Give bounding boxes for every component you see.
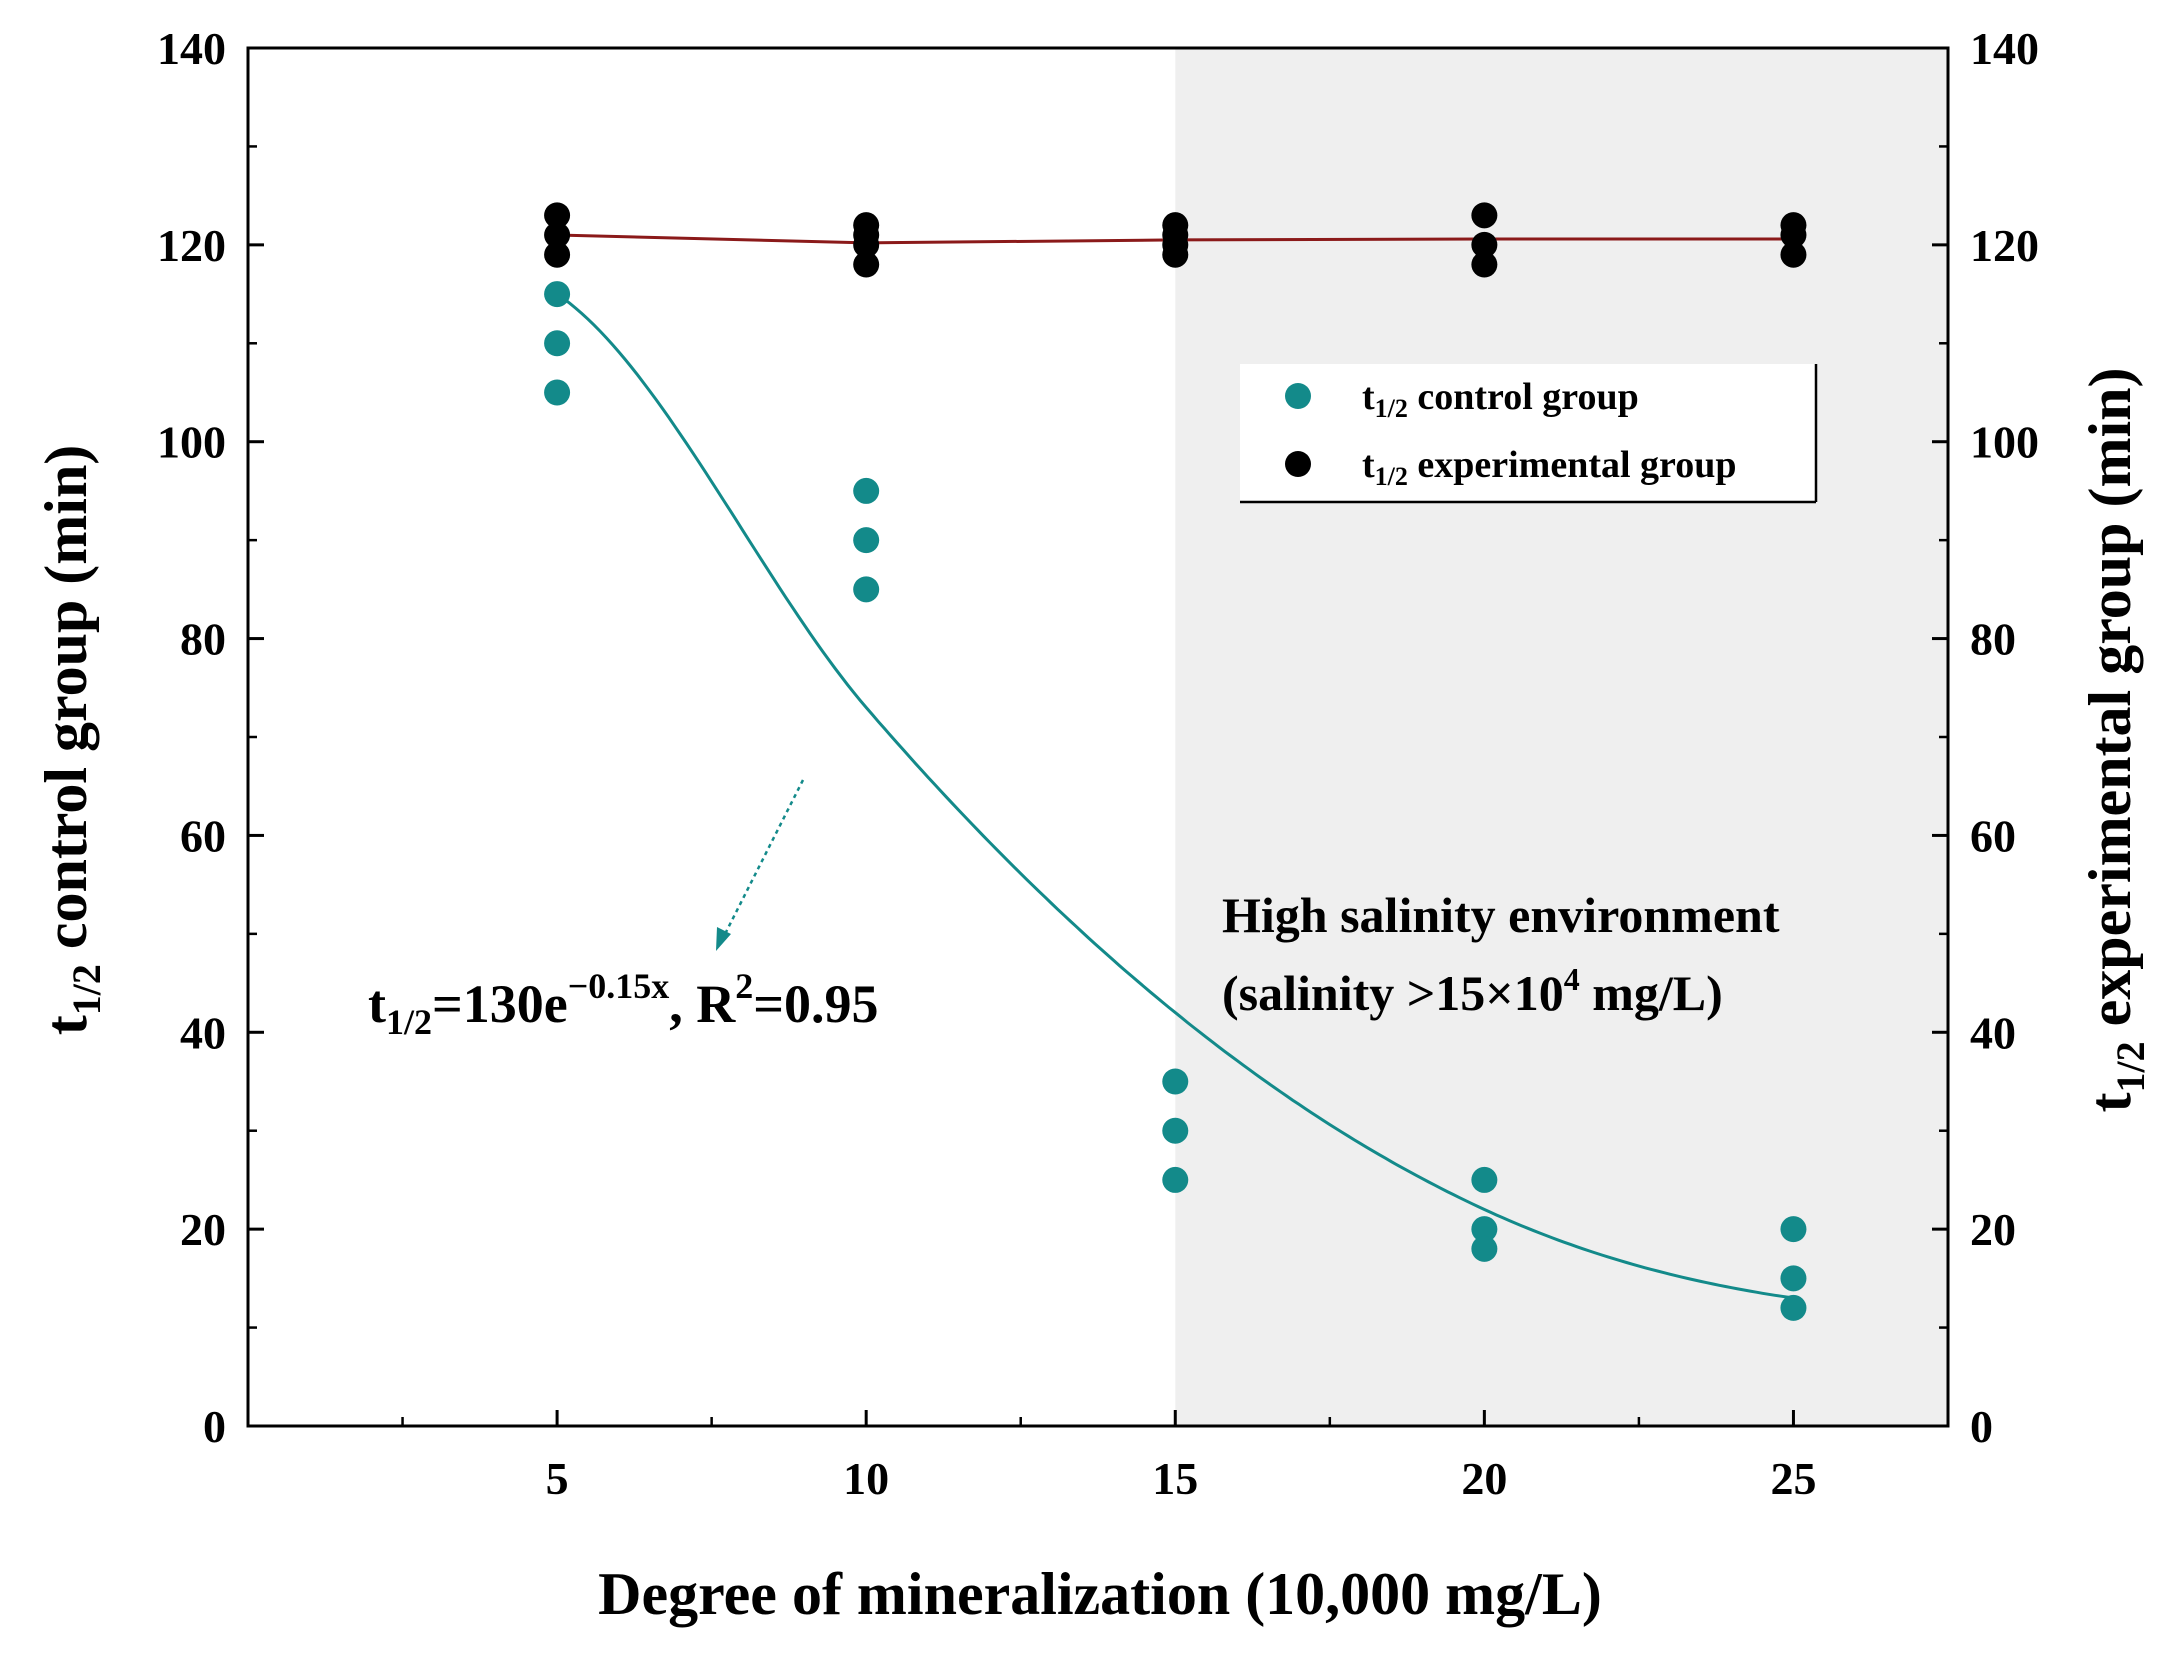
left-y-tick-label: 0 [203, 1401, 226, 1452]
right-y-tick-label: 120 [1970, 220, 2039, 271]
control-group-point [1162, 1068, 1189, 1095]
axis-ticks: 0 0 20 20 40 40 60 60 80 80 100 100 120 120 140 140 5 10 1… [157, 23, 2039, 1504]
control-group-point [544, 281, 571, 308]
experimental-group-point [1471, 231, 1498, 258]
region-annotation-line2: (salinity >15×104 mg/L) [1222, 961, 1723, 1021]
data-points [544, 202, 1807, 1321]
region-annotation-line1: High salinity environment [1222, 887, 1780, 943]
experimental-group-point [544, 202, 571, 229]
control-group-point [544, 379, 571, 406]
legend-marker-experimental [1285, 451, 1311, 477]
control-group-point [1162, 1117, 1189, 1144]
experimental-group-point [1471, 251, 1498, 278]
left-y-tick-label: 140 [157, 23, 226, 74]
right-y-tick-label: 40 [1970, 1007, 2016, 1058]
right-y-tick-label: 140 [1970, 23, 2039, 74]
equation-arrow [716, 779, 805, 951]
experimental-group-point [1162, 241, 1189, 268]
control-group-point [1471, 1216, 1498, 1243]
left-y-tick-label: 120 [157, 220, 226, 271]
legend-marker-control [1285, 383, 1311, 409]
control-group-point [853, 477, 880, 504]
left-y-tick-label: 40 [180, 1007, 226, 1058]
left-y-axis-title: t1/2 control group (min) [33, 445, 109, 1036]
high-salinity-shaded-region [1175, 48, 1948, 1426]
legend: t1/2 control group t1/2 experimental gro… [1240, 364, 1818, 504]
control-group-point [853, 576, 880, 603]
left-y-tick-label: 80 [180, 614, 226, 665]
experimental-group-point [1471, 202, 1498, 229]
experimental-group-point [1780, 222, 1807, 249]
x-axis-title: Degree of mineralization (10,000 mg/L) [598, 1561, 1602, 1627]
experimental-group-point [544, 222, 571, 249]
control-group-point [1780, 1216, 1807, 1243]
right-y-tick-label: 0 [1970, 1401, 1993, 1452]
x-tick-label: 20 [1461, 1453, 1507, 1504]
control-group-point [544, 330, 571, 357]
legend-label-control: t1/2 control group [1362, 376, 1639, 423]
experimental-group-point [1780, 241, 1807, 268]
experimental-group-point [853, 231, 880, 258]
left-y-tick-label: 60 [180, 810, 226, 861]
left-y-tick-label: 20 [180, 1204, 226, 1255]
x-tick-label: 5 [546, 1453, 569, 1504]
right-y-tick-label: 80 [1970, 614, 2016, 665]
control-fit-curve [556, 292, 1794, 1300]
control-group-point [1780, 1294, 1807, 1321]
control-group-point [853, 527, 880, 554]
right-y-tick-label: 100 [1970, 417, 2039, 468]
experimental-group-point [853, 251, 880, 278]
right-y-axis-title: t1/2 experimental group (min) [2077, 368, 2153, 1113]
experimental-group-point [544, 241, 571, 268]
right-y-tick-label: 20 [1970, 1204, 2016, 1255]
x-tick-label: 10 [843, 1453, 889, 1504]
control-group-point [1471, 1235, 1498, 1262]
control-group-point [1471, 1166, 1498, 1193]
left-y-tick-label: 100 [157, 417, 226, 468]
legend-label-experimental: t1/2 experimental group [1362, 444, 1737, 491]
right-y-tick-label: 60 [1970, 810, 2016, 861]
control-group-point [1780, 1265, 1807, 1292]
control-group-point [1162, 1166, 1189, 1193]
fit-equation: t1/2=130e−0.15x, R2=0.95 [368, 966, 879, 1042]
x-tick-label: 15 [1152, 1453, 1198, 1504]
x-tick-label: 25 [1770, 1453, 1816, 1504]
